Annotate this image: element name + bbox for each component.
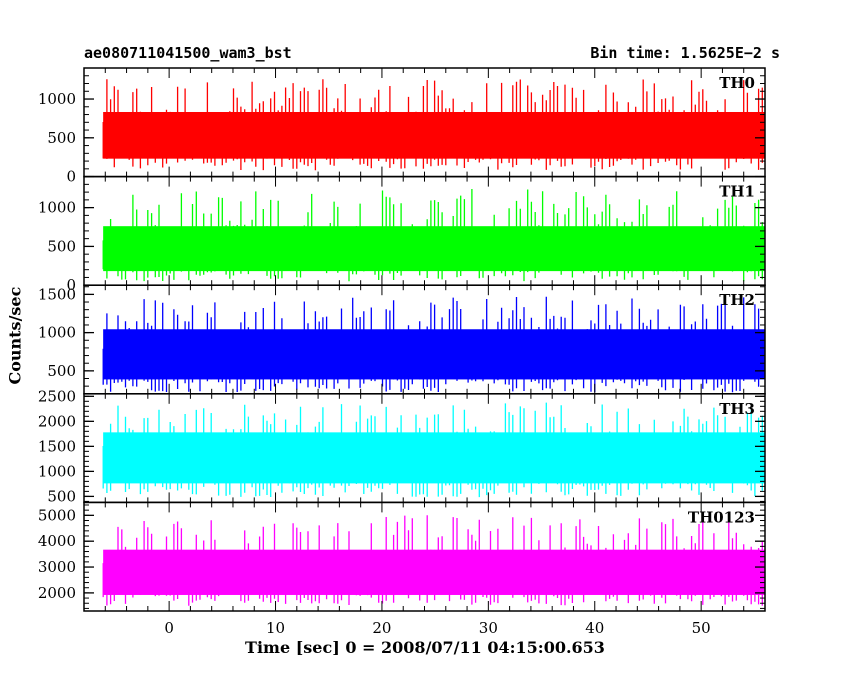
panel-label-th1: TH1 <box>719 183 755 201</box>
y-tick-label: 0 <box>66 168 76 186</box>
panel-label-th2: TH2 <box>719 291 755 309</box>
x-tick-label: 0 <box>164 619 174 637</box>
bin-time-label: Bin time: 1.5625E−2 s <box>590 44 780 62</box>
y-tick-label: 1000 <box>38 90 76 108</box>
y-tick-label: 1000 <box>38 324 76 342</box>
panel-label-th3: TH3 <box>719 400 755 418</box>
series-core-th3 <box>103 432 765 484</box>
series-core-th2 <box>103 329 765 380</box>
y-tick-label: 4000 <box>38 532 76 550</box>
x-axis-label: Time [sec] 0 = 2008/07/11 04:15:00.653 <box>245 638 605 657</box>
x-tick-label: 10 <box>266 619 285 637</box>
panel-label-th0123: TH0123 <box>688 508 755 526</box>
y-tick-label: 0 <box>66 276 76 294</box>
y-tick-label: 1000 <box>38 462 76 480</box>
x-tick-label: 40 <box>585 619 604 637</box>
y-tick-label: 2000 <box>38 584 76 602</box>
y-tick-label: 1500 <box>38 285 76 303</box>
panel-label-th0: TH0 <box>719 74 755 92</box>
series-core-th1 <box>103 226 765 272</box>
y-tick-label: 5000 <box>38 506 76 524</box>
x-tick-label: 50 <box>692 619 711 637</box>
y-tick-label: 2500 <box>38 387 76 405</box>
y-tick-label: 3000 <box>38 558 76 576</box>
y-tick-label: 500 <box>47 237 76 255</box>
y-tick-label: 1000 <box>38 199 76 217</box>
series-core-th0 <box>103 111 765 159</box>
series-core-th0123 <box>103 549 765 595</box>
y-tick-label: 2000 <box>38 412 76 430</box>
y-tick-label: 500 <box>47 362 76 380</box>
y-tick-label: 500 <box>47 487 76 505</box>
y-tick-label: 1500 <box>38 437 76 455</box>
plot-title: ae080711041500_wam3_bst <box>84 44 292 62</box>
x-tick-label: 30 <box>479 619 498 637</box>
y-tick-label: 500 <box>47 129 76 147</box>
y-axis-label: Counts/sec <box>5 286 25 385</box>
x-tick-label: 20 <box>372 619 391 637</box>
